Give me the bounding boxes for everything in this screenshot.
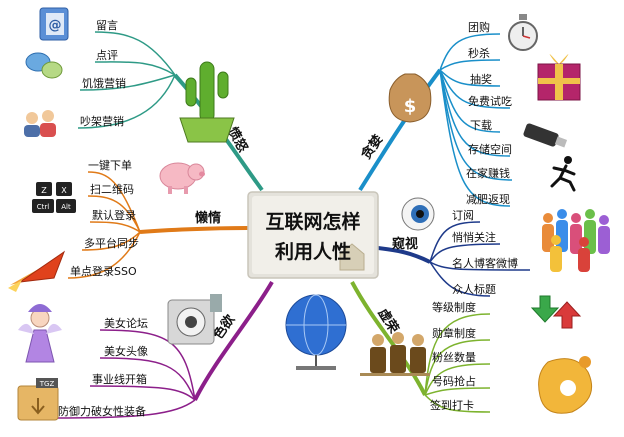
leaf-label: 号码抢占	[432, 374, 476, 388]
greed-branch-curve	[358, 68, 442, 192]
crowd-icon	[542, 209, 610, 272]
money-bag-icon: $	[388, 73, 432, 123]
leaf-label: 防御力破女性装备	[58, 404, 146, 418]
leaf-label: 勋章制度	[432, 326, 476, 340]
key-ctrl: Ctrl	[37, 203, 50, 211]
leaf-label: 在家赚钱	[466, 166, 510, 180]
peep-branch-curve	[377, 246, 431, 264]
branch-label-peep: 窥视	[392, 236, 418, 252]
stopwatch-icon	[508, 14, 538, 51]
usb-drive-icon	[523, 123, 568, 148]
eye-icon	[401, 197, 435, 231]
key-alt: Alt	[61, 203, 71, 211]
center-node: 互联网怎样 利用人性	[247, 191, 379, 279]
rocket-icon	[8, 250, 66, 292]
cactus-icon	[179, 61, 235, 143]
leaf-label: 事业线开箱	[92, 372, 147, 386]
leaf-label: 悄悄关注	[452, 230, 496, 244]
leaf-label: 默认登录	[92, 208, 136, 222]
leaf-label: 美女论坛	[104, 316, 148, 330]
center-title-line2: 利用人性	[275, 240, 351, 263]
leaf-label: 免费试吃	[468, 94, 512, 108]
leaf-label: 多平台同步	[84, 236, 139, 250]
arrows-up-down-icon	[530, 295, 582, 329]
leaf-label: 扫二维码	[90, 183, 134, 196]
chat-bubbles-icon	[25, 52, 63, 79]
runner-icon	[550, 156, 576, 192]
globe-icon	[285, 294, 347, 370]
vanity-branch-curve	[350, 281, 427, 396]
anger-items: 留言 点评 饥饿营销 吵架营销	[80, 19, 126, 128]
leaf-label: 减肥返现	[466, 193, 510, 206]
leaf-label: 吵架营销	[80, 114, 124, 128]
lazy-items: 一键下单 扫二维码 默认登录 多平台同步 单点登录SSO	[70, 158, 139, 278]
fairy-icon	[18, 304, 62, 363]
leaf-label: 存储空间	[468, 142, 512, 156]
pig-icon	[159, 162, 205, 194]
svg-text:@: @	[49, 18, 62, 33]
leaf-label: 订阅	[452, 209, 474, 222]
lazy-branch-curve	[139, 226, 249, 234]
leaf-connectors	[54, 31, 531, 419]
lust-branch-curve	[193, 280, 274, 401]
center-title-line1: 互联网怎样	[265, 210, 360, 233]
leaf-label: 团购	[468, 20, 490, 34]
archive-tag: TGZ	[39, 380, 55, 388]
leaf-label: 签到打卡	[430, 398, 474, 412]
leaf-label: 留言	[96, 19, 118, 32]
leaf-label: 抽奖	[470, 72, 492, 86]
leaf-label: 一键下单	[88, 158, 132, 172]
gift-icon	[537, 54, 581, 101]
greed-items: 团购 秒杀 抽奖 免费试吃 下载 存储空间 在家赚钱 减肥返现	[466, 20, 512, 206]
footprint-icon	[538, 356, 592, 414]
people-icon	[24, 110, 56, 137]
branch-label-lazy: 懒惰	[195, 210, 221, 226]
svg-text:$: $	[404, 96, 417, 117]
leaf-label: 饥饿营销	[82, 76, 126, 90]
leaf-label: 点评	[96, 49, 118, 62]
peep-items: 订阅 悄悄关注 名人博客微博 众人标题	[452, 209, 518, 296]
keyboard-keys-icon: Z X Ctrl Alt	[32, 182, 76, 213]
leaf-label: 下载	[470, 119, 492, 132]
leaf-label: 等级制度	[432, 300, 476, 314]
leaf-label: 众人标题	[452, 282, 496, 296]
leaf-label: 美女头像	[104, 344, 148, 358]
speaker-icon	[167, 294, 222, 345]
key-x: X	[61, 186, 67, 195]
key-z: Z	[41, 186, 47, 195]
lust-items: 美女论坛 美女头像 事业线开箱 防御力破女性装备	[58, 316, 148, 418]
businessmen-icon	[360, 332, 430, 376]
address-book-icon: @	[39, 7, 69, 41]
leaf-label: 名人博客微博	[452, 256, 518, 270]
leaf-label: 粉丝数量	[432, 351, 476, 364]
leaf-label: 单点登录SSO	[70, 264, 137, 278]
leaf-label: 秒杀	[468, 46, 490, 60]
vanity-items: 等级制度 勋章制度 粉丝数量 号码抢占 签到打卡	[430, 300, 476, 412]
archive-box-icon: TGZ	[17, 378, 59, 421]
